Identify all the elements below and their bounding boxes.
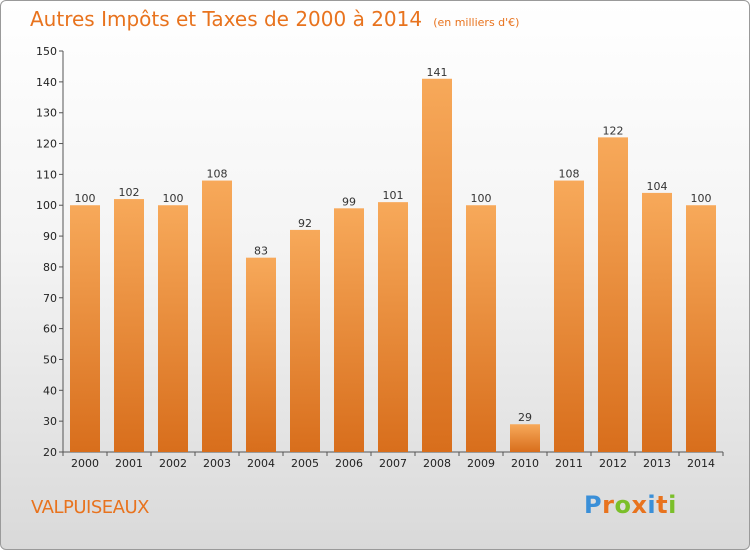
x-tick-label: 2007	[379, 457, 407, 470]
y-tick-label: 130	[36, 107, 57, 120]
brand-letter: x	[631, 491, 648, 519]
y-tick-label: 100	[36, 199, 57, 212]
data-label-2002: 100	[163, 192, 184, 205]
chart-unit: (en milliers d'€)	[433, 16, 520, 29]
data-label-2001: 102	[119, 186, 140, 199]
y-tick-label: 80	[43, 261, 57, 274]
data-label-2012: 122	[603, 124, 624, 137]
bar-2000	[70, 205, 100, 452]
brand-letter: r	[602, 491, 615, 519]
data-label-2014: 100	[691, 192, 712, 205]
bar-2013	[642, 192, 672, 452]
bar-2011	[554, 180, 584, 453]
y-tick-label: 50	[43, 353, 57, 366]
y-tick-label: 90	[43, 230, 57, 243]
x-tick-label: 2009	[467, 457, 495, 470]
bar-2014	[686, 205, 716, 452]
y-tick-label: 110	[36, 168, 57, 181]
x-tick-label: 2014	[687, 457, 715, 470]
bar-2010	[510, 424, 540, 452]
x-tick-label: 2000	[71, 457, 99, 470]
data-label-2011: 108	[559, 168, 580, 181]
x-tick-label: 2010	[511, 457, 539, 470]
data-label-2005: 92	[298, 217, 312, 230]
x-tick-label: 2003	[203, 457, 231, 470]
chart-title: Autres Impôts et Taxes de 2000 à 2014	[30, 7, 423, 31]
data-label-2010: 29	[518, 411, 532, 424]
place-name: VALPUISEAUX	[31, 497, 149, 518]
x-tick-label: 2002	[159, 457, 187, 470]
bar-2009	[466, 205, 496, 452]
bar-2006	[334, 208, 364, 452]
x-tick-label: 2006	[335, 457, 363, 470]
data-label-2009: 100	[471, 192, 492, 205]
axes: 20 30 40 50 60 70 80 90 100 110 120 130 140 150 2000 20…	[36, 45, 724, 470]
bar-2002	[158, 205, 188, 452]
y-tick-label: 30	[43, 415, 57, 428]
data-label-2013: 104	[647, 180, 668, 193]
y-tick-label: 20	[43, 446, 57, 459]
y-tick-label: 70	[43, 292, 57, 305]
data-label-2006: 99	[342, 195, 356, 208]
bar-2005	[290, 229, 320, 452]
x-tick-label: 2011	[555, 457, 583, 470]
y-tick-label: 40	[43, 384, 57, 397]
brand-letter: P	[584, 491, 603, 519]
bar-2007	[378, 202, 408, 452]
brand-logo: Proxiti	[584, 491, 677, 519]
x-tick-label: 2012	[599, 457, 627, 470]
bar-2004	[246, 257, 276, 452]
x-tick-label: 2004	[247, 457, 275, 470]
x-tick-label: 2013	[643, 457, 671, 470]
x-tick-label: 2005	[291, 457, 319, 470]
data-label-2007: 101	[383, 189, 404, 202]
y-tick-label: 150	[36, 45, 57, 58]
data-label-2004: 83	[254, 245, 268, 258]
y-tick-label: 140	[36, 76, 57, 89]
brand-letter: i	[668, 491, 677, 519]
y-tick-label: 60	[43, 323, 57, 336]
title-row: Autres Impôts et Taxes de 2000 à 2014 (e…	[30, 7, 519, 31]
brand-letter: t	[656, 491, 669, 519]
bar-2003	[202, 180, 232, 453]
data-label-2000: 100	[75, 192, 96, 205]
data-labels: 100 102 100 108 83 92 99 101 141 100 29 108 122 104 10…	[75, 66, 712, 424]
bar-2012	[598, 137, 628, 452]
x-tick-label: 2001	[115, 457, 143, 470]
x-tick-label: 2008	[423, 457, 451, 470]
bars	[70, 78, 716, 453]
y-tick-label: 120	[36, 138, 57, 151]
brand-letter: i	[647, 491, 657, 519]
bar-2008	[422, 78, 452, 452]
bar-2001	[114, 199, 144, 452]
data-label-2008: 141	[427, 66, 448, 79]
data-label-2003: 108	[207, 168, 228, 181]
brand-letter: o	[614, 491, 632, 519]
